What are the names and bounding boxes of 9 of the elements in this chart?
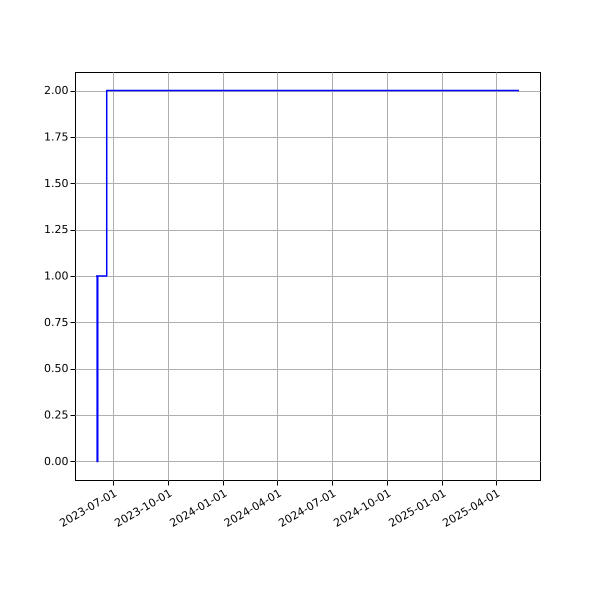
y-tick-label: 1.75 — [44, 130, 68, 144]
y-tick-label: 1.25 — [44, 223, 68, 236]
y-tick-label: 0.75 — [44, 316, 68, 329]
y-tick-label: 0.25 — [44, 408, 68, 422]
y-tick-label: 1.00 — [44, 270, 68, 282]
y-tick-label: 0.50 — [44, 362, 68, 376]
y-tick-label: 0.00 — [44, 454, 68, 468]
y-tick-label: 1.50 — [44, 176, 68, 190]
y-tick-label: 2.00 — [44, 84, 68, 98]
